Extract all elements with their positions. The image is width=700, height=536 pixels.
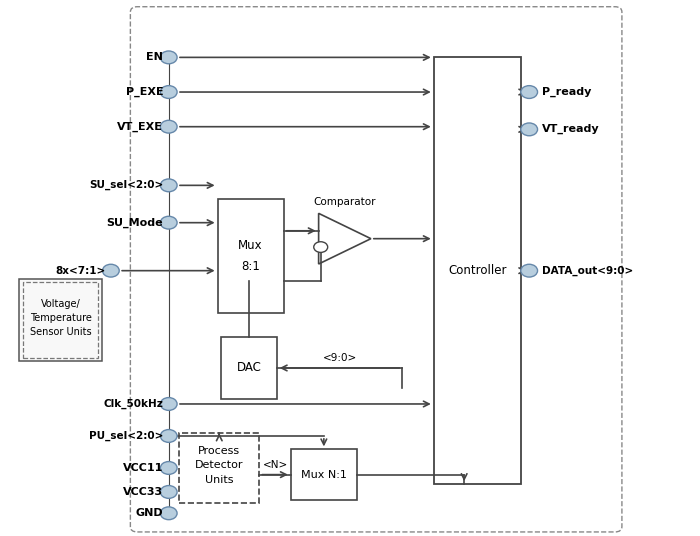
Text: SU_Mode: SU_Mode (106, 218, 163, 228)
Text: P_ready: P_ready (542, 87, 591, 97)
FancyBboxPatch shape (179, 433, 260, 503)
Text: 8:1: 8:1 (241, 260, 260, 273)
FancyBboxPatch shape (218, 199, 284, 314)
Text: Detector: Detector (195, 460, 244, 470)
Text: DATA_out<9:0>: DATA_out<9:0> (542, 265, 633, 276)
Circle shape (160, 398, 177, 411)
FancyBboxPatch shape (23, 282, 98, 358)
Text: SU_sel<2:0>: SU_sel<2:0> (89, 180, 163, 190)
Circle shape (160, 51, 177, 64)
Text: GND: GND (136, 508, 163, 518)
Text: VCC33: VCC33 (123, 487, 163, 497)
Text: <N>: <N> (262, 460, 288, 470)
Circle shape (160, 86, 177, 99)
Text: Sensor Units: Sensor Units (30, 327, 92, 337)
Text: VCC11: VCC11 (122, 463, 163, 473)
Polygon shape (318, 213, 371, 264)
Text: 8x<7:1>: 8x<7:1> (55, 266, 105, 276)
Circle shape (314, 242, 328, 252)
Circle shape (160, 120, 177, 133)
Circle shape (521, 123, 538, 136)
Text: Clk_50kHz: Clk_50kHz (104, 399, 163, 409)
Text: Temperature: Temperature (29, 313, 92, 323)
Circle shape (102, 264, 119, 277)
Text: Voltage/: Voltage/ (41, 299, 80, 309)
Text: Comparator: Comparator (314, 197, 376, 206)
Text: VT_EXE: VT_EXE (118, 122, 163, 132)
Circle shape (160, 217, 177, 229)
FancyBboxPatch shape (434, 57, 521, 484)
Circle shape (160, 461, 177, 474)
Circle shape (160, 429, 177, 442)
Circle shape (521, 86, 538, 99)
Text: VT_ready: VT_ready (542, 124, 599, 135)
Text: EN: EN (146, 53, 163, 62)
Circle shape (160, 179, 177, 192)
Text: Process: Process (198, 446, 240, 456)
FancyBboxPatch shape (221, 337, 276, 399)
Text: DAC: DAC (237, 361, 261, 375)
Text: P_EXE: P_EXE (125, 87, 163, 97)
Text: <9:0>: <9:0> (323, 353, 357, 363)
FancyBboxPatch shape (19, 279, 102, 361)
Text: Units: Units (205, 475, 234, 485)
Text: Controller: Controller (448, 264, 507, 277)
Circle shape (160, 486, 177, 498)
Text: Mux: Mux (238, 239, 263, 252)
FancyBboxPatch shape (130, 7, 622, 532)
FancyBboxPatch shape (290, 449, 357, 500)
Circle shape (521, 264, 538, 277)
Text: PU_sel<2:0>: PU_sel<2:0> (89, 431, 163, 441)
Text: Mux N:1: Mux N:1 (301, 470, 346, 480)
Circle shape (160, 507, 177, 520)
